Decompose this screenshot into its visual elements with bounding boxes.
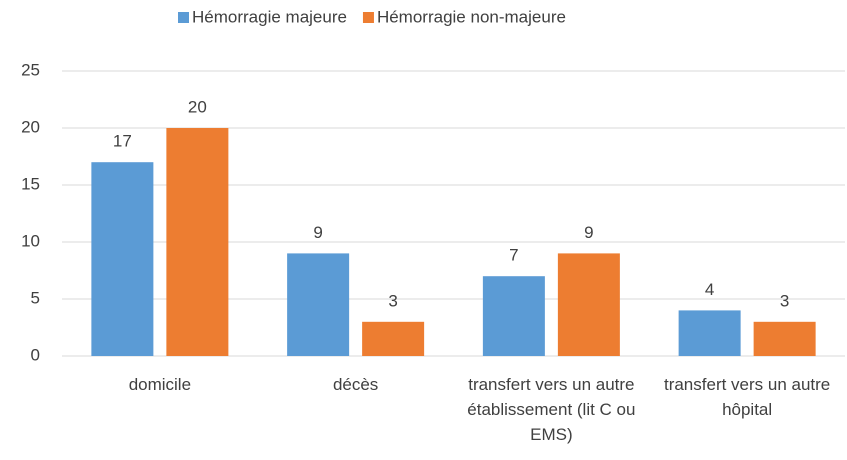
x-tick-label: transfert vers un autre hôpital [664, 375, 830, 419]
bar [362, 321, 425, 356]
bar [753, 321, 816, 356]
value-label: 9 [584, 223, 593, 242]
legend: Hémorragie majeure Hémorragie non-majeure [178, 7, 566, 26]
y-tick-label: 10 [21, 231, 40, 250]
value-label: 9 [313, 223, 322, 242]
y-tick-label: 20 [21, 117, 40, 136]
bar [482, 276, 545, 356]
value-label: 17 [113, 132, 132, 151]
bar [287, 253, 350, 356]
legend-swatch [178, 12, 189, 23]
bar [678, 310, 741, 356]
y-tick-label: 15 [21, 174, 40, 193]
bar [91, 162, 154, 356]
legend-label: Hémorragie non-majeure [377, 7, 566, 26]
bar [557, 253, 620, 356]
bar [166, 128, 229, 356]
legend-label: Hémorragie majeure [192, 7, 347, 26]
value-label: 7 [509, 246, 518, 265]
y-tick-label: 5 [31, 288, 40, 307]
legend-swatch [362, 12, 374, 23]
value-label: 3 [388, 291, 397, 310]
y-tick-label: 25 [21, 60, 40, 79]
value-label: 4 [705, 280, 714, 299]
x-tick-label: domicile [129, 375, 191, 394]
value-label: 3 [780, 291, 789, 310]
value-label: 20 [188, 97, 207, 116]
x-tick-label: transfert vers un autre établissement (li… [467, 375, 635, 444]
x-tick-label: décès [333, 375, 378, 394]
y-tick-label: 0 [31, 345, 40, 364]
